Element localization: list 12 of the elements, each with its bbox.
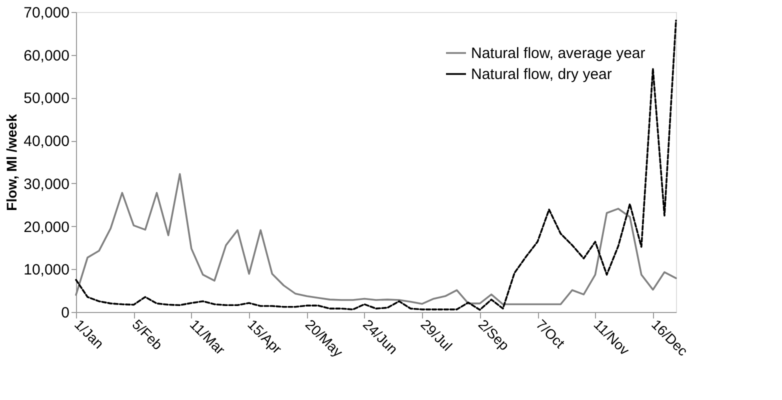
y-tick-label: 40,000 (24, 133, 70, 150)
y-axis-title: Flow, Ml /week (4, 114, 20, 211)
y-tick-label: 30,000 (24, 176, 70, 193)
y-tick-label: 60,000 (24, 47, 70, 64)
y-tick-label: 20,000 (24, 218, 70, 236)
y-tick-label: 70,000 (24, 4, 70, 22)
y-tick-label: 50,000 (24, 90, 70, 108)
y-tick-label: 10,000 (24, 262, 70, 279)
legend-label: Natural flow, average year (471, 45, 646, 62)
y-tick-label: 0 (61, 304, 70, 322)
line-series (75, 173, 677, 306)
legend-label: Natural flow, dry year (471, 66, 612, 83)
